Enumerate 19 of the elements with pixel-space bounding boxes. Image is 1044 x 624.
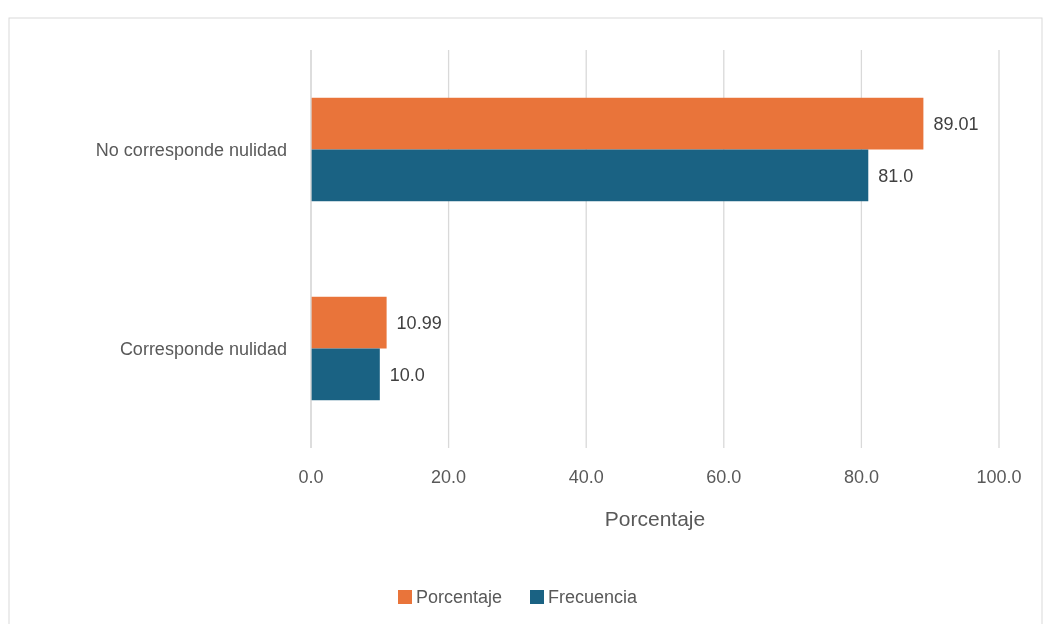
y-tick-label: No corresponde nulidad: [95, 139, 287, 160]
legend-label: Porcentaje: [416, 587, 503, 608]
data-label: 81.0: [878, 165, 914, 186]
x-tick-label: 0.0: [298, 467, 324, 487]
data-label: 10.99: [396, 312, 442, 333]
bar: [311, 296, 387, 349]
y-tick-label: Corresponde nulidad: [119, 338, 287, 359]
bar: [311, 97, 924, 150]
x-tick-label: 60.0: [706, 467, 742, 487]
bar: [311, 149, 869, 202]
data-label: 10.0: [389, 364, 425, 385]
legend-label: Frecuencia: [548, 587, 639, 608]
x-tick-label: 20.0: [431, 467, 467, 487]
x-tick-label: 80.0: [843, 467, 879, 487]
bar: [311, 348, 380, 401]
x-tick-label: 100.0: [976, 467, 1022, 487]
x-tick-label: 40.0: [568, 467, 604, 487]
data-label: 89.01: [933, 113, 979, 134]
x-axis-title: Porcentaje: [604, 507, 706, 530]
